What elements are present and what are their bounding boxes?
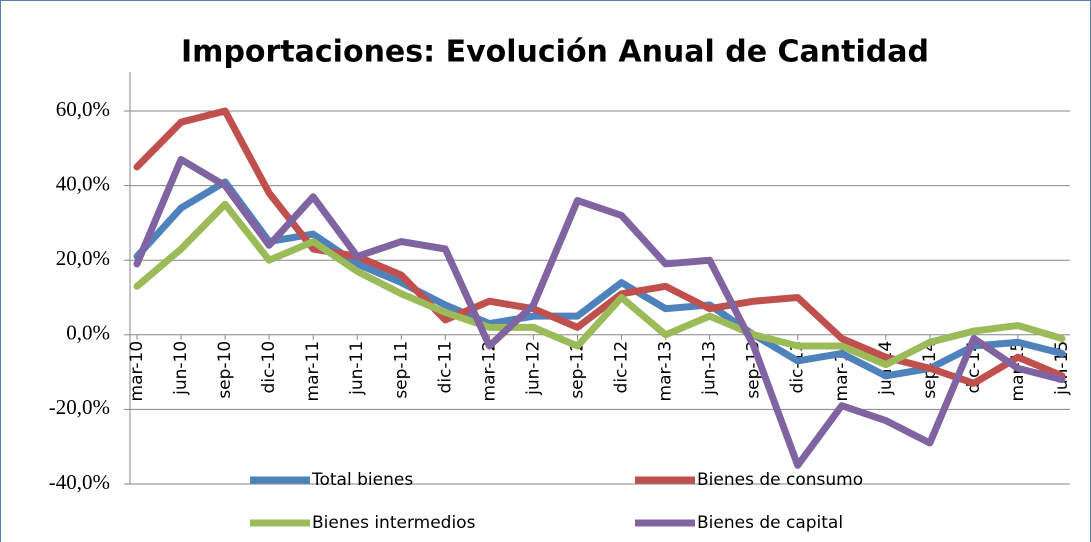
legend-label: Bienes de capital: [697, 513, 843, 533]
x-tick-label: jun-11: [347, 341, 367, 396]
x-tick-label: jun-14: [876, 341, 896, 396]
x-tick-label: mar-13: [656, 341, 676, 402]
y-tick-label: 60,0%: [56, 97, 110, 121]
x-tick-label: sep-11: [391, 341, 411, 399]
x-tick-label: dic-10: [259, 341, 279, 394]
y-tick-label: 0,0%: [66, 321, 110, 345]
y-tick-label: 20,0%: [56, 246, 110, 270]
x-tick-label: mar-10: [127, 341, 147, 402]
chart-title: Importaciones: Evolución Anual de Cantid…: [181, 35, 929, 70]
x-tick-label: dic-12: [612, 341, 632, 394]
y-tick-label: 40,0%: [56, 171, 110, 195]
legend-label: Total bienes: [311, 470, 413, 490]
x-tick-label: sep-10: [215, 341, 235, 399]
x-tick-label: jun-10: [171, 341, 191, 396]
x-tick-label: jun-13: [700, 341, 720, 396]
series-line: [133, 155, 1066, 469]
legend-label: Bienes intermedios: [312, 513, 476, 533]
x-tick-label: jun-12: [523, 341, 543, 396]
series-line: [133, 178, 1066, 380]
y-tick-label: -40,0%: [49, 470, 110, 494]
x-tick-label: dic-11: [435, 341, 455, 394]
x-tick-label: sep-12: [567, 341, 587, 399]
series-line: [133, 200, 1066, 369]
legend-label: Bienes de consumo: [697, 470, 863, 490]
x-tick-label: mar-11: [303, 341, 323, 402]
x-tick-label: mar-12: [479, 341, 499, 402]
y-tick-label: -20,0%: [49, 395, 110, 419]
